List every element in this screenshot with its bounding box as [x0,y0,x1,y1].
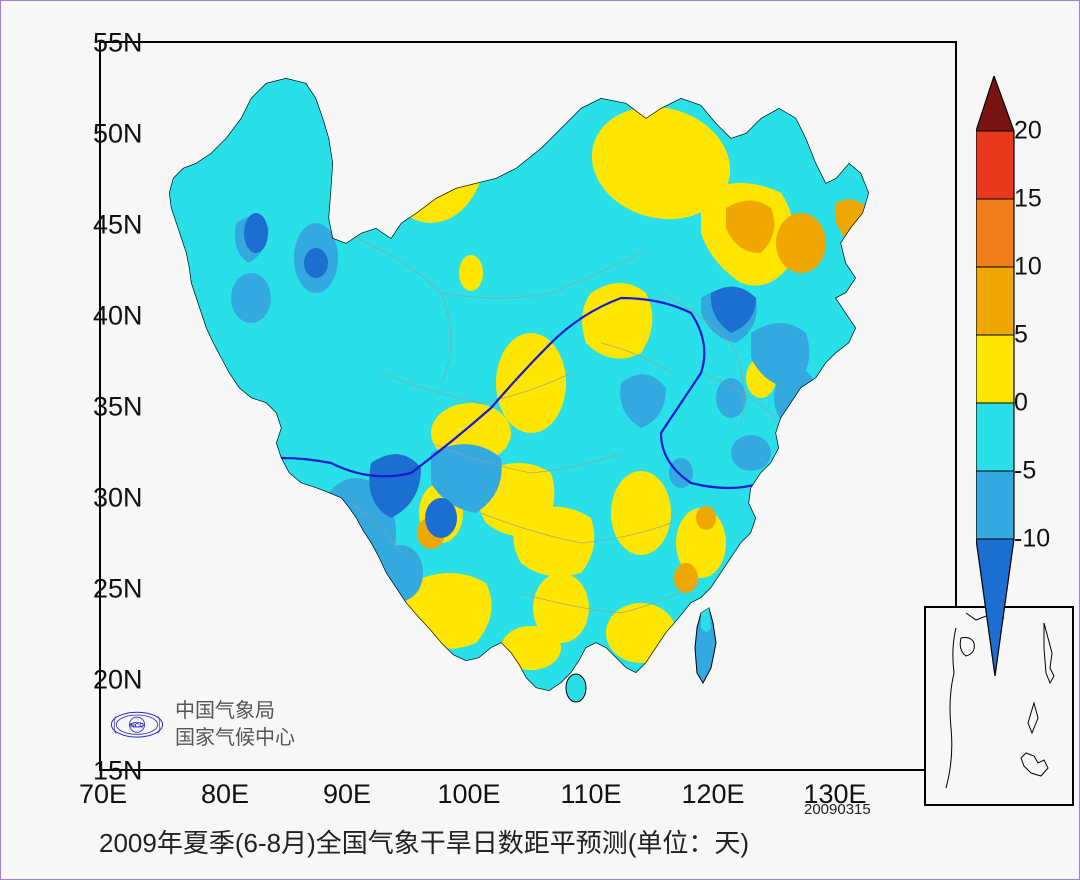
x-axis-ticks: 70E 80E 90E 100E 110E 120E 130E 140E [101,43,959,773]
map-plot-area: 70E 80E 90E 100E 110E 120E 130E 140E 55N… [99,41,957,771]
colorbar-label-n5: -5 [1014,457,1036,486]
ncc-logo-icon: NCC [109,706,165,744]
xtick-1: 80E [201,779,249,810]
ytick-4: 35N [93,392,143,423]
colorbar-svg [976,76,1080,676]
ytick-7: 20N [93,665,143,696]
colorbar-label-15: 15 [1014,185,1042,214]
colorbar-segment-ltn10 [976,539,1014,676]
svg-text:NCC: NCC [130,722,144,729]
xtick-2: 90E [323,779,371,810]
colorbar-segment-15-20 [976,131,1014,199]
agency-name-text: 中国气象局 国家气候中心 [175,698,295,752]
colorbar-legend: 20 15 10 5 0 -5 -10 [976,76,1080,676]
ytick-1: 50N [93,119,143,150]
colorbar-segment-10-15 [976,199,1014,267]
chart-title: 2009年夏季(6-8月)全国气象干旱日数距平预测(单位：天) [99,823,749,860]
colorbar-label-0: 0 [1014,389,1028,418]
xtick-3: 100E [437,779,500,810]
colorbar-segment-0-5 [976,335,1014,403]
colorbar-label-20: 20 [1014,117,1042,146]
colorbar-segment-n5-0 [976,403,1014,471]
ytick-5: 30N [93,483,143,514]
ytick-0: 55N [93,28,143,59]
date-stamp: 20090315 [804,801,871,818]
agency-logo-block: NCC 中国气象局 国家气候中心 [109,698,295,752]
colorbar-label-5: 5 [1014,321,1028,350]
colorbar-segment-gt20 [976,76,1014,131]
colorbar-label-n10: -10 [1014,525,1050,554]
xtick-4: 110E [560,779,621,810]
ytick-8: 15N [93,756,143,787]
report-page: 70E 80E 90E 100E 110E 120E 130E 140E 55N… [0,0,1080,880]
xtick-5: 120E [681,779,744,810]
ytick-6: 25N [93,574,143,605]
ytick-2: 45N [93,210,143,241]
colorbar-label-10: 10 [1014,253,1042,282]
ytick-3: 40N [93,301,143,332]
colorbar-segment-5-10 [976,267,1014,335]
agency-line-2: 国家气候中心 [175,725,295,752]
agency-line-1: 中国气象局 [175,698,295,725]
colorbar-segment-n10-n5 [976,471,1014,539]
